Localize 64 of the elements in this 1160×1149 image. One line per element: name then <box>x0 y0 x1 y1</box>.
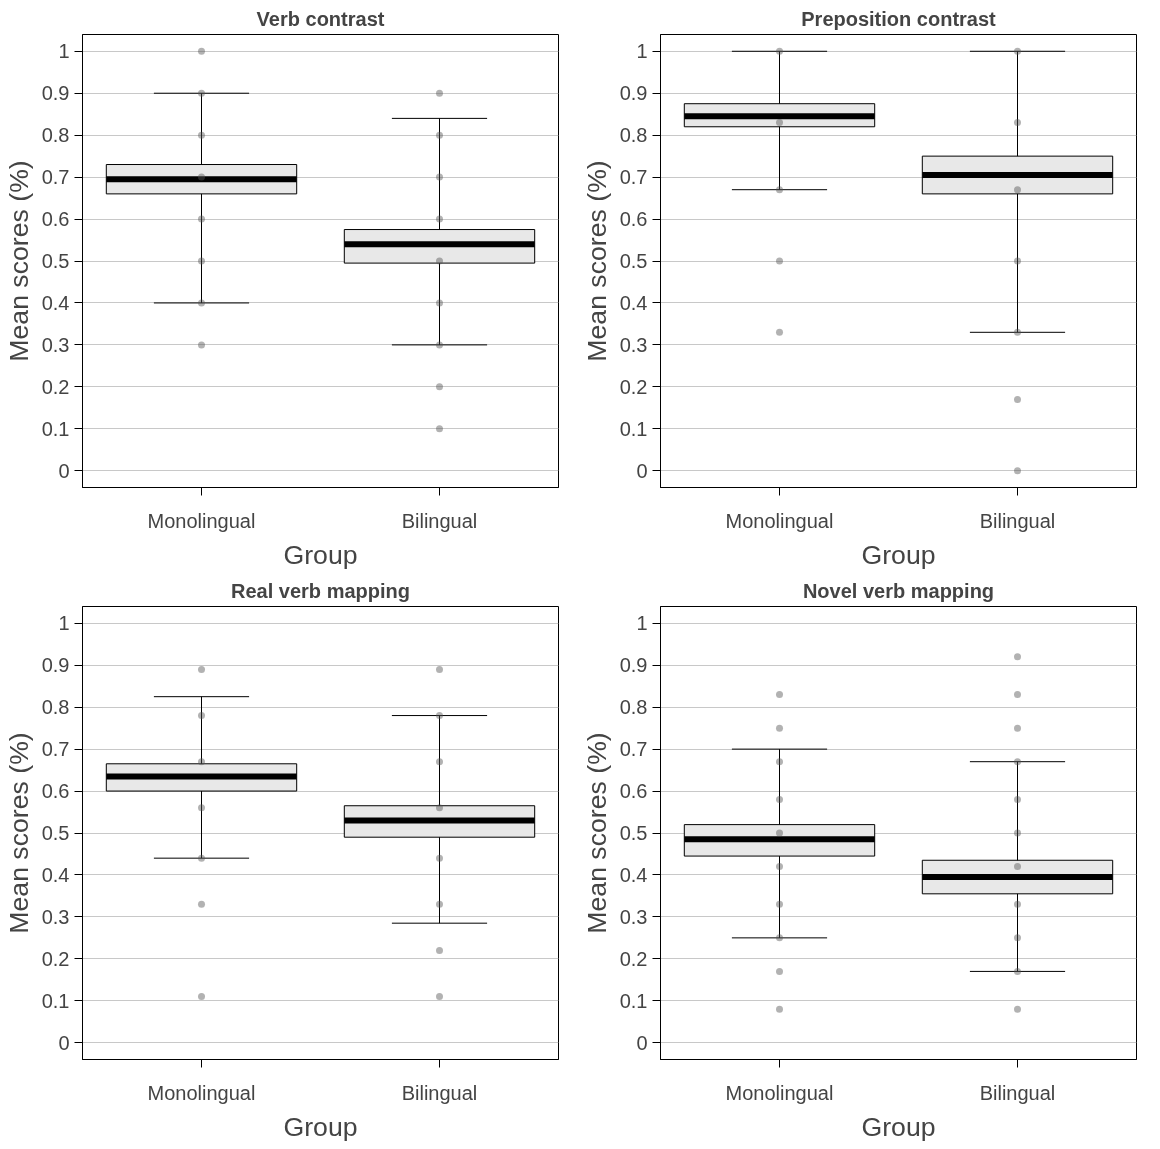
y-tick-label: 1 <box>58 612 70 635</box>
y-tick-label: 0.8 <box>619 124 648 147</box>
x-axis-title: Group <box>861 1111 936 1142</box>
y-tick-label: 0.5 <box>41 250 70 272</box>
y-tick-label: 0.8 <box>619 696 648 719</box>
y-tick-label: 0.7 <box>41 166 70 189</box>
y-tick-label: 0.5 <box>619 250 648 272</box>
y-tick-label: 0.4 <box>619 291 648 314</box>
y-tick-label: 0.5 <box>619 822 648 844</box>
y-tick-label: 0.2 <box>41 947 70 970</box>
y-tick-label: 0.7 <box>41 738 70 761</box>
x-axis-title: Group <box>861 539 936 570</box>
y-tick-label: 0.1 <box>41 417 70 440</box>
y-tick-label: 0.1 <box>619 417 648 440</box>
y-tick-label: 0.3 <box>41 905 70 928</box>
y-tick-label: 0.7 <box>619 166 648 189</box>
y-tick-label: 0.4 <box>41 291 70 314</box>
chart-title: Preposition contrast <box>801 7 997 30</box>
y-tick-label: 0.6 <box>41 208 70 231</box>
x-tick-label: Monolingual <box>725 509 834 532</box>
y-tick-label: 0.9 <box>619 82 648 105</box>
y-tick-label: 0.2 <box>619 947 648 970</box>
y-tick-label: 0 <box>636 459 648 482</box>
y-tick-label: 0.3 <box>619 333 648 356</box>
y-tick-label: 0.1 <box>41 989 70 1012</box>
x-tick-label: Monolingual <box>725 1081 834 1104</box>
x-tick-label: Bilingual <box>401 1081 478 1104</box>
chart-title: Novel verb mapping <box>802 579 995 602</box>
y-tick-label: 0.6 <box>41 780 70 803</box>
y-tick-label: 0.9 <box>41 82 70 105</box>
y-tick-label: 1 <box>636 612 648 635</box>
y-tick-label: 0 <box>58 459 70 482</box>
y-tick-label: 0.7 <box>619 738 648 761</box>
chart-title: Real verb mapping <box>231 579 410 602</box>
y-tick-label: 0.2 <box>619 375 648 398</box>
x-tick-label: Bilingual <box>979 1081 1056 1104</box>
x-axis-title: Group <box>283 1111 358 1142</box>
y-tick-label: 1 <box>58 40 70 63</box>
y-axis-title: Mean scores (%) <box>3 732 34 934</box>
y-tick-label: 0.9 <box>41 654 70 677</box>
y-tick-label: 0.4 <box>41 863 70 886</box>
y-tick-label: 1 <box>636 40 648 63</box>
y-tick-label: 0.8 <box>41 124 70 147</box>
x-tick-label: Bilingual <box>979 509 1056 532</box>
y-tick-label: 0.1 <box>619 989 648 1012</box>
y-tick-label: 0.3 <box>41 333 70 356</box>
x-tick-label: Monolingual <box>147 509 256 532</box>
y-tick-label: 0 <box>58 1031 70 1054</box>
y-tick-label: 0.2 <box>41 375 70 398</box>
y-tick-label: 0.5 <box>41 822 70 844</box>
x-tick-label: Bilingual <box>401 509 478 532</box>
y-tick-label: 0.8 <box>41 696 70 719</box>
x-axis-title: Group <box>283 539 358 570</box>
y-axis-title: Mean scores (%) <box>581 732 612 934</box>
y-tick-label: 0.6 <box>619 780 648 803</box>
y-tick-label: 0.3 <box>619 905 648 928</box>
y-tick-label: 0.9 <box>619 654 648 677</box>
chart-title: Verb contrast <box>256 7 385 30</box>
y-tick-label: 0.4 <box>619 863 648 886</box>
y-axis-title: Mean scores (%) <box>3 160 34 362</box>
y-tick-label: 0 <box>636 1031 648 1054</box>
x-tick-label: Monolingual <box>147 1081 256 1104</box>
y-axis-title: Mean scores (%) <box>581 160 612 362</box>
y-tick-label: 0.6 <box>619 208 648 231</box>
